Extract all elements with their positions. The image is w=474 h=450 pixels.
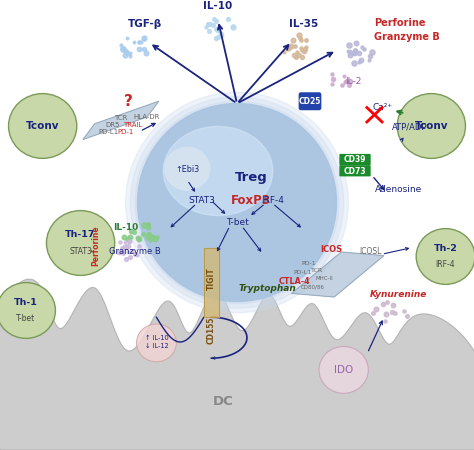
Text: Tconv: Tconv	[415, 121, 448, 131]
Text: ?: ?	[124, 94, 132, 109]
Text: PD-L1: PD-L1	[293, 270, 311, 275]
Text: ↑Ebi3: ↑Ebi3	[175, 165, 199, 174]
Polygon shape	[83, 101, 159, 140]
Text: CD25: CD25	[299, 97, 321, 106]
Circle shape	[137, 324, 176, 362]
Text: CD155: CD155	[207, 317, 216, 345]
Circle shape	[0, 283, 55, 338]
Text: Th-2: Th-2	[434, 244, 457, 253]
Text: TCR: TCR	[114, 115, 127, 122]
Text: IL-2: IL-2	[345, 76, 361, 86]
Text: CD80/86: CD80/86	[301, 284, 325, 290]
Text: Adenosine: Adenosine	[374, 185, 422, 194]
Circle shape	[319, 346, 368, 393]
Text: ATP/ADP: ATP/ADP	[392, 122, 428, 131]
Text: TIGIT: TIGIT	[207, 268, 216, 290]
Circle shape	[164, 147, 210, 190]
FancyBboxPatch shape	[339, 165, 371, 176]
Ellipse shape	[137, 104, 337, 302]
Ellipse shape	[135, 101, 339, 304]
Text: Treg: Treg	[235, 171, 268, 184]
Ellipse shape	[130, 97, 344, 308]
Polygon shape	[204, 248, 219, 317]
Text: IL-10: IL-10	[203, 1, 233, 11]
Text: IDO: IDO	[334, 365, 353, 375]
Text: TGF-β: TGF-β	[128, 19, 162, 29]
Text: Granzyme B: Granzyme B	[374, 32, 440, 42]
Text: Th-17: Th-17	[65, 230, 96, 239]
Text: Kynurenine: Kynurenine	[369, 290, 427, 299]
Text: IL-35: IL-35	[289, 19, 318, 29]
Polygon shape	[0, 279, 474, 450]
Text: TRAIL: TRAIL	[123, 122, 143, 128]
FancyBboxPatch shape	[299, 92, 321, 110]
Text: ICOSL: ICOSL	[359, 247, 382, 256]
Text: Perforine: Perforine	[91, 225, 100, 266]
Text: Ca²⁺: Ca²⁺	[373, 104, 393, 112]
Polygon shape	[292, 252, 384, 297]
Text: ↑ IL-10: ↑ IL-10	[145, 335, 168, 342]
Text: CD39: CD39	[344, 155, 366, 164]
Text: PD-1: PD-1	[117, 129, 134, 135]
Text: CTLA-4: CTLA-4	[279, 277, 310, 286]
Text: T-bet: T-bet	[226, 218, 248, 227]
Text: ICOS: ICOS	[321, 245, 343, 254]
Text: STAT3: STAT3	[69, 247, 92, 256]
Text: Tryptophan: Tryptophan	[239, 284, 297, 293]
Circle shape	[46, 211, 115, 275]
Text: CD73: CD73	[344, 166, 366, 176]
Text: Th-1: Th-1	[14, 298, 38, 307]
Text: STAT3: STAT3	[188, 196, 215, 205]
Text: Granzyme B: Granzyme B	[109, 248, 161, 256]
Text: DR5: DR5	[105, 122, 119, 128]
Text: ↓ IL-12: ↓ IL-12	[145, 342, 168, 349]
Text: IRF-4: IRF-4	[436, 260, 456, 269]
Circle shape	[397, 94, 465, 158]
Text: IL-10: IL-10	[113, 223, 138, 232]
Circle shape	[416, 229, 474, 284]
Ellipse shape	[126, 92, 348, 313]
Text: PD-L1: PD-L1	[99, 129, 119, 135]
Text: Perforine: Perforine	[374, 18, 426, 27]
Text: Tconv: Tconv	[26, 121, 59, 131]
Text: TCR: TCR	[310, 267, 323, 273]
Text: MHC-II: MHC-II	[316, 275, 334, 281]
FancyBboxPatch shape	[339, 154, 371, 165]
Text: IRF-4: IRF-4	[261, 196, 284, 205]
Text: HLA-DR: HLA-DR	[134, 114, 160, 120]
Text: T-bet: T-bet	[17, 314, 36, 323]
Ellipse shape	[163, 126, 273, 216]
Circle shape	[9, 94, 77, 158]
Text: DC: DC	[212, 395, 233, 408]
Text: FoxP3: FoxP3	[231, 194, 271, 207]
Text: PD-1: PD-1	[302, 261, 316, 266]
